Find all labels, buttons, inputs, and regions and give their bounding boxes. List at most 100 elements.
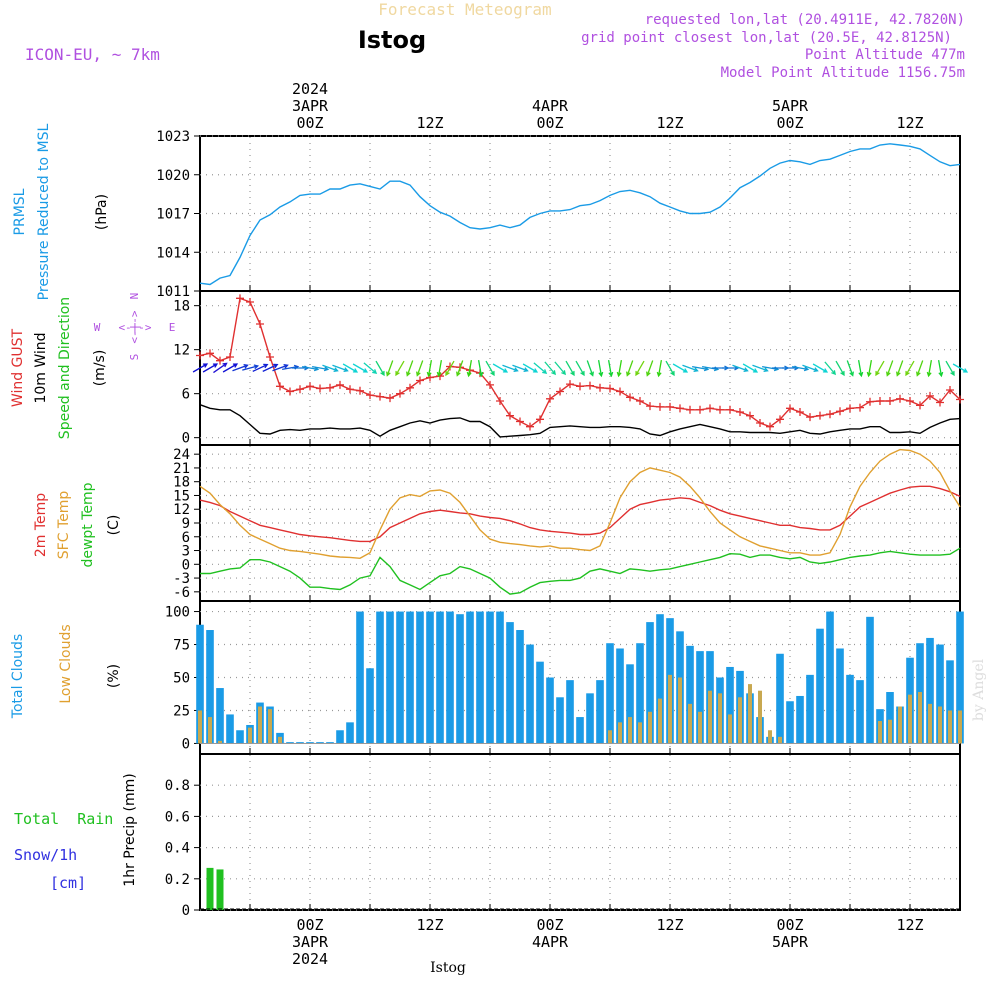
- wind-direction-arrow: [456, 360, 464, 377]
- pressure-ytick-label: 1023: [156, 129, 190, 145]
- snow-unit-label: [cm]: [50, 874, 86, 892]
- low-cloud-bar: [678, 677, 682, 744]
- pressure-ytick-label: 1011: [156, 284, 190, 300]
- bottom-time-label: 3APR: [292, 933, 329, 951]
- gust-marker: [826, 410, 834, 419]
- gust-marker: [896, 394, 904, 403]
- total-cloud-bar: [776, 653, 784, 744]
- wind-direction-arrow: [426, 360, 433, 378]
- total-cloud-bar: [536, 661, 544, 744]
- gust-marker: [556, 387, 564, 396]
- temperature-ytick-label: -6: [173, 585, 190, 601]
- total-cloud-bar: [236, 730, 244, 744]
- wind-direction-arrow: [616, 360, 623, 378]
- low-cloud-bar: [928, 703, 932, 744]
- wind-direction-arrow: [554, 361, 567, 376]
- wind-direction-arrow: [485, 360, 495, 377]
- compass-v-arrow: <-|->: [128, 310, 141, 343]
- wind-direction-arrow: [445, 360, 455, 377]
- point-altitude: Point Altitude 477m: [805, 47, 965, 63]
- wind-direction-arrow: [752, 364, 769, 372]
- wind-direction-arrow: [492, 363, 509, 373]
- total-cloud-bar: [436, 611, 444, 744]
- total-cloud-bar: [726, 666, 734, 744]
- clouds-ytick-label: 50: [173, 671, 190, 687]
- gust-marker: [396, 389, 404, 398]
- low-cloud-bar: [628, 717, 632, 744]
- winddir-label: Speed and Direction: [57, 297, 73, 439]
- wind-direction-arrow: [342, 363, 359, 373]
- low-cloud-bar: [648, 711, 652, 744]
- wind-direction-arrow: [886, 360, 894, 377]
- total-cloud-bar: [206, 630, 214, 744]
- wind-ytick-label: 18: [173, 299, 190, 315]
- wind-direction-arrow: [406, 360, 414, 377]
- total-cloud-bar: [656, 614, 664, 744]
- total-cloud-bar: [226, 714, 234, 744]
- gust-marker: [256, 320, 264, 328]
- wind-direction-arrow: [252, 363, 269, 372]
- wind-direction-arrow: [565, 360, 575, 377]
- clouds-panel: 0 25 50 75 100: [165, 600, 964, 755]
- gust-marker: [216, 356, 224, 365]
- total-cloud-bar: [886, 692, 894, 744]
- total-cloud-bar: [576, 717, 584, 744]
- low-cloud-bar: [888, 719, 892, 744]
- temp-unit: (C): [106, 515, 122, 536]
- clouds-unit: (%): [106, 664, 122, 688]
- bottom-time-label: 00Z: [296, 916, 323, 934]
- bottom-time-label: 12Z: [896, 916, 923, 934]
- wind-series-1: [199, 404, 961, 438]
- bottom-time-label: 2024: [292, 950, 328, 968]
- wind-direction-arrow: [477, 360, 484, 378]
- wind-direction-arrow: [512, 364, 529, 372]
- total-cloud-bar: [826, 611, 834, 744]
- precip-ytick-label: 0: [182, 903, 190, 919]
- wind-panel: 0 6 12 18: [173, 290, 969, 447]
- gust-marker: [856, 403, 864, 412]
- compass-h-arrow: <-|->: [118, 321, 151, 334]
- top-time-label: 00Z: [296, 114, 323, 132]
- gust-marker: [496, 397, 504, 405]
- wind-direction-arrow: [597, 360, 604, 378]
- gust-marker: [776, 415, 784, 424]
- total-cloud-bar: [356, 611, 364, 744]
- total-cloud-bar: [326, 742, 334, 744]
- total-cloud-bar: [306, 742, 314, 744]
- total-cloud-bar: [936, 644, 944, 744]
- clouds-ytick-label: 0: [182, 736, 190, 752]
- bottom-time-label: 12Z: [416, 916, 443, 934]
- gust-marker: [766, 422, 774, 431]
- gust-marker: [886, 397, 894, 405]
- wind-direction-arrow: [386, 360, 394, 377]
- low-cloud-bar: [218, 740, 222, 744]
- wind-direction-arrow: [242, 364, 260, 371]
- gust-marker: [536, 415, 544, 424]
- total-cloud-bar: [816, 628, 824, 744]
- total-cloud-bar: [516, 630, 524, 744]
- wind-direction-arrow: [682, 364, 699, 372]
- pressure-ytick-label: 1014: [156, 245, 190, 261]
- bottom-time-label: 12Z: [656, 916, 683, 934]
- wind-direction-arrow: [232, 364, 249, 372]
- total-cloud-bar: [376, 611, 384, 744]
- low-cloud-bar: [618, 722, 622, 744]
- pressure-label-1: PRMSL: [12, 188, 28, 235]
- pressure-label-2: Pressure Reduced to MSL: [36, 123, 52, 300]
- low-cloud-bar: [748, 684, 752, 744]
- gust-marker: [786, 404, 794, 413]
- precip-panel: 0 0.2 0.4 0.6 0.8: [165, 753, 961, 919]
- gust-marker: [516, 417, 524, 426]
- gust-marker: [746, 411, 754, 420]
- low-cloud-bar: [718, 693, 722, 744]
- top-time-label: 2024: [292, 80, 328, 98]
- total-cloud-bar: [806, 674, 814, 744]
- compass-north: N: [128, 293, 141, 300]
- gust-marker: [956, 395, 964, 404]
- total-cloud-bar: [836, 648, 844, 744]
- compass-west: W: [94, 321, 101, 334]
- wind-direction-arrow: [363, 362, 378, 375]
- gust-marker: [756, 419, 764, 427]
- total-cloud-bar: [926, 637, 934, 744]
